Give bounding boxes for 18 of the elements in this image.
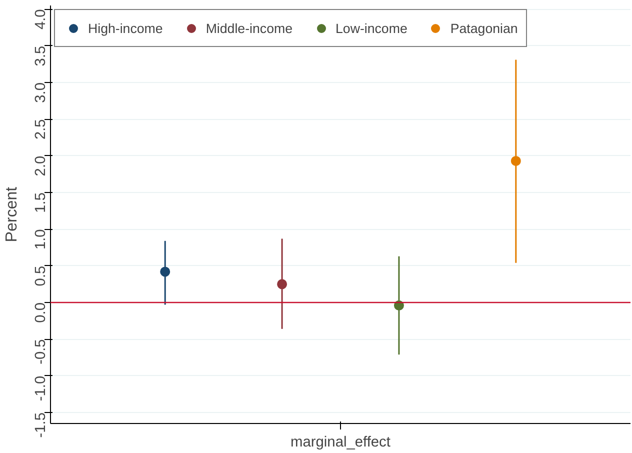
x-tick-label: marginal_effect bbox=[290, 434, 390, 450]
y-tick-label: 0.0 bbox=[33, 302, 49, 323]
y-tick-label: 2.0 bbox=[33, 156, 49, 176]
y-axis-title: Percent bbox=[4, 186, 20, 242]
legend-label: High-income bbox=[88, 20, 163, 36]
y-tick-label: 3.5 bbox=[33, 46, 49, 66]
legend-label: Middle-income bbox=[206, 20, 292, 36]
legend-label: Patagonian bbox=[450, 20, 518, 36]
y-tick-label: 2.5 bbox=[33, 119, 49, 140]
y-tick-label: 1.5 bbox=[33, 192, 49, 213]
y-tick-label: 4.0 bbox=[33, 9, 49, 30]
y-tick-label: 3.0 bbox=[33, 82, 49, 103]
legend-label: Low-income bbox=[336, 20, 408, 36]
y-tick-label: 1.0 bbox=[33, 229, 49, 250]
y-tick-label: 0.5 bbox=[33, 266, 49, 286]
y-tick-label: -1.5 bbox=[33, 412, 49, 438]
y-tick-label: -0.5 bbox=[33, 339, 49, 364]
y-tick-label: -1.0 bbox=[33, 376, 49, 402]
